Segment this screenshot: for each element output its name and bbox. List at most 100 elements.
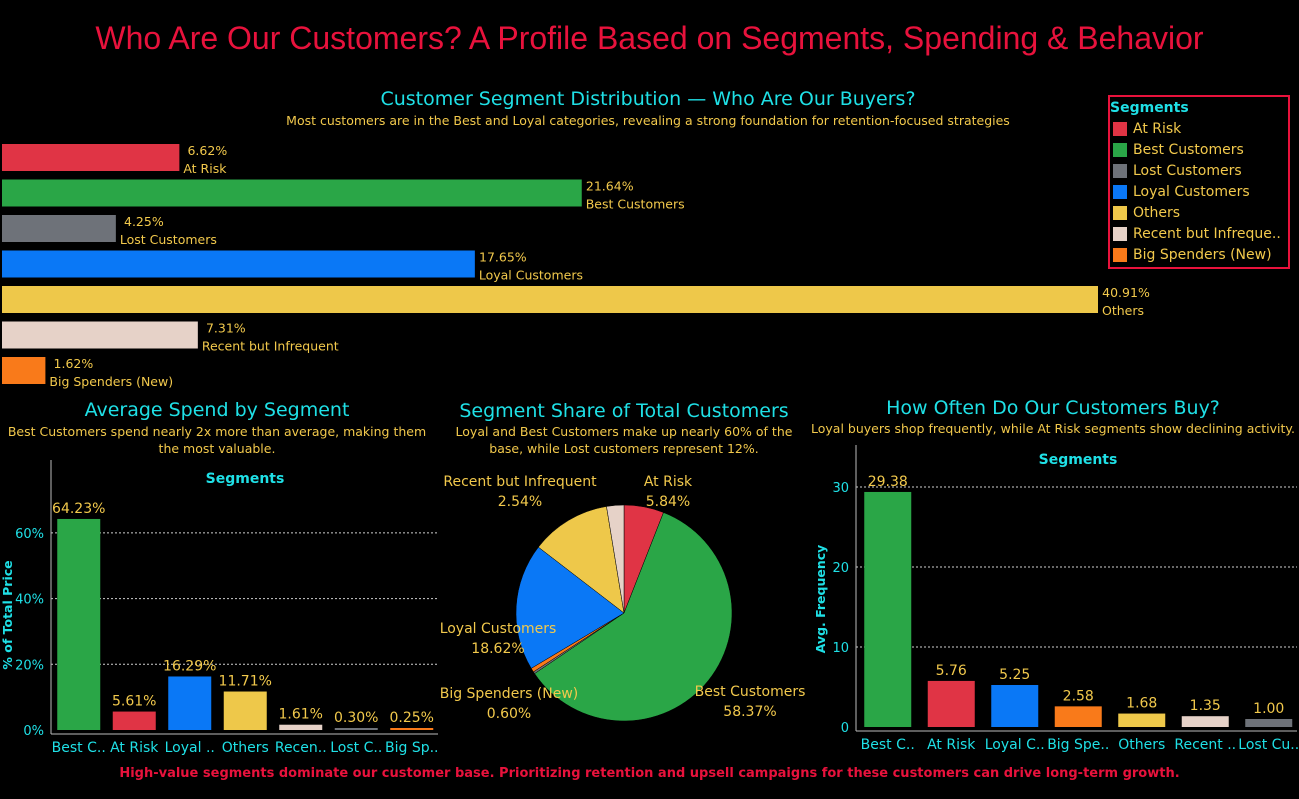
x-tick-label: Recent .. <box>1174 737 1236 753</box>
bar-lost-c[interactable] <box>334 728 378 730</box>
bar-big-sp[interactable] <box>390 728 434 730</box>
bar-lost-cu[interactable] <box>1245 719 1293 727</box>
y-axis-label: Avg. Frequency <box>813 545 828 654</box>
bar-at-risk[interactable] <box>112 711 156 730</box>
y-tick-label: 20% <box>15 658 44 673</box>
x-tick-label: Others <box>222 740 269 756</box>
bar-value-label: 1.61% <box>279 707 323 723</box>
legend-label: Best Customers <box>1133 142 1244 158</box>
pie-slice-others[interactable] <box>538 506 625 614</box>
x-tick-label: Big Spe.. <box>1047 737 1109 753</box>
segment-share-title: Segment Share of Total Customers <box>459 400 789 422</box>
legend-item-best-customers[interactable]: Best Customers <box>1113 141 1244 159</box>
y-tick-label: 60% <box>15 527 44 542</box>
bar-loyal-c[interactable] <box>991 685 1039 727</box>
bar-recent[interactable] <box>1181 716 1229 727</box>
legend-label: Others <box>1133 205 1181 221</box>
bar-best-c[interactable] <box>57 518 101 730</box>
pie-value-big-spenders-new: 0.60% <box>487 706 531 722</box>
segment-bar-loyal-customers[interactable] <box>2 250 475 278</box>
pie-label-best-customers: Best Customers <box>695 684 806 700</box>
legend-label: At Risk <box>1133 121 1182 137</box>
segment-bar-label: Lost Customers <box>120 232 217 247</box>
legend-swatch <box>1113 143 1127 157</box>
frequency-subtitle: Loyal buyers shop frequently, while At R… <box>811 421 1295 436</box>
bar-value-label: 1.00 <box>1253 701 1284 717</box>
x-tick-label: Best C.. <box>52 740 106 756</box>
pie-label-recent-but-infrequent: Recent but Infrequent <box>443 474 597 490</box>
y-axis-label: % of Total Price <box>0 560 15 669</box>
chart-header: Segments <box>1039 452 1118 468</box>
bar-best-c[interactable] <box>864 491 912 727</box>
x-tick-label: Loyal .. <box>165 740 215 756</box>
avg-spend-chart: Segments 0% 20% 40% 60% % of Total Price 64.23… <box>0 460 439 756</box>
pie-slice-recent-but-infrequent[interactable] <box>606 504 625 614</box>
bar-value-label: 2.58 <box>1063 688 1094 704</box>
segment-bar-lost-customers[interactable] <box>2 215 116 242</box>
bar-value-label: 5.25 <box>999 667 1030 683</box>
legend-label: Big Spenders (New) <box>1133 247 1272 263</box>
legend-label: Lost Customers <box>1133 163 1242 179</box>
y-tick-label: 10 <box>832 641 849 656</box>
y-tick-label: 20 <box>832 561 849 576</box>
bar-recen[interactable] <box>279 724 323 730</box>
x-tick-label: Recen.. <box>275 740 327 756</box>
segment-share-chart: Recent but Infrequent 2.54% At Risk 5.84% Lo… <box>440 474 806 722</box>
x-tick-label: Best C.. <box>861 737 915 753</box>
dashboard-title: Who Are Our Customers? A Profile Based o… <box>95 20 1204 56</box>
bar-others[interactable] <box>1118 713 1166 727</box>
legend-swatch <box>1113 164 1127 178</box>
pie-value-best-customers: 58.37% <box>723 704 776 720</box>
legend-item-recent-but-infreque[interactable]: Recent but Infreque.. <box>1113 225 1281 243</box>
legend-item-big-spenders-new[interactable]: Big Spenders (New) <box>1113 246 1272 264</box>
segment-bar-label: Loyal Customers <box>479 268 583 283</box>
segment-bar-recent-but-infrequent[interactable] <box>2 321 198 349</box>
avg-spend-title: Average Spend by Segment <box>84 399 350 421</box>
bar-big-spe[interactable] <box>1054 706 1102 727</box>
bar-value-label: 11.71% <box>219 674 272 690</box>
chart-header: Segments <box>206 471 285 487</box>
segment-bar-others[interactable] <box>2 286 1098 313</box>
legend-item-at-risk[interactable]: At Risk <box>1113 120 1181 138</box>
legend-title: Segments <box>1110 100 1189 116</box>
legend-swatch <box>1113 227 1127 241</box>
footer-insight: High-value segments dominate our custome… <box>119 766 1180 781</box>
bar-at-risk[interactable] <box>927 680 975 727</box>
y-tick-label: 0 <box>841 721 849 736</box>
segment-distribution-subtitle: Most customers are in the Best and Loyal… <box>286 113 1010 128</box>
pie-value-loyal-customers: 18.62% <box>471 641 524 657</box>
segment-bar-label: Others <box>1102 303 1144 318</box>
legend-item-others[interactable]: Others <box>1113 204 1180 222</box>
x-tick-label: Loyal C.. <box>985 737 1045 753</box>
legend-item-loyal-customers[interactable]: Loyal Customers <box>1113 183 1250 201</box>
pie-value-at-risk: 5.84% <box>646 494 690 510</box>
legend-swatch <box>1113 185 1127 199</box>
segment-bar-value: 6.62% <box>187 143 227 158</box>
segment-bar-best-customers[interactable] <box>2 179 582 207</box>
legend-label: Recent but Infreque.. <box>1133 226 1281 242</box>
avg-spend-subtitle: Best Customers spend nearly 2x more than… <box>7 424 427 456</box>
bar-others[interactable] <box>223 691 267 730</box>
bar-value-label: 1.35 <box>1190 698 1221 714</box>
bar-value-label: 1.68 <box>1126 696 1157 712</box>
bar-value-label: 0.30% <box>334 710 378 726</box>
legend-swatch <box>1113 248 1127 262</box>
segment-distribution-chart: 6.62% At Risk 21.64% Best Customers 4.25% Los… <box>2 143 1150 389</box>
segment-bar-value: 4.25% <box>124 214 164 229</box>
legend-swatch <box>1113 122 1127 136</box>
x-tick-label: Lost C.. <box>330 740 382 756</box>
segment-bar-value: 17.65% <box>479 250 527 265</box>
bar-loyal[interactable] <box>168 676 212 730</box>
pie-slice-loyal-customers[interactable] <box>515 546 625 669</box>
pie-slice-best-customers[interactable] <box>534 512 733 722</box>
x-tick-label: Lost Cu.. <box>1238 737 1299 753</box>
segment-bar-label: Big Spenders (New) <box>49 374 173 389</box>
segment-bar-big-spenders-new[interactable] <box>2 357 46 384</box>
segment-bar-label: Recent but Infrequent <box>202 339 339 354</box>
pie-label-loyal-customers: Loyal Customers <box>440 621 557 637</box>
legend-item-lost-customers[interactable]: Lost Customers <box>1113 162 1242 180</box>
segment-bar-at-risk[interactable] <box>2 144 180 171</box>
segment-bar-value: 21.64% <box>586 179 634 194</box>
segment-share-subtitle: Loyal and Best Customers make up nearly … <box>455 424 793 456</box>
segment-bar-value: 7.31% <box>206 321 246 336</box>
